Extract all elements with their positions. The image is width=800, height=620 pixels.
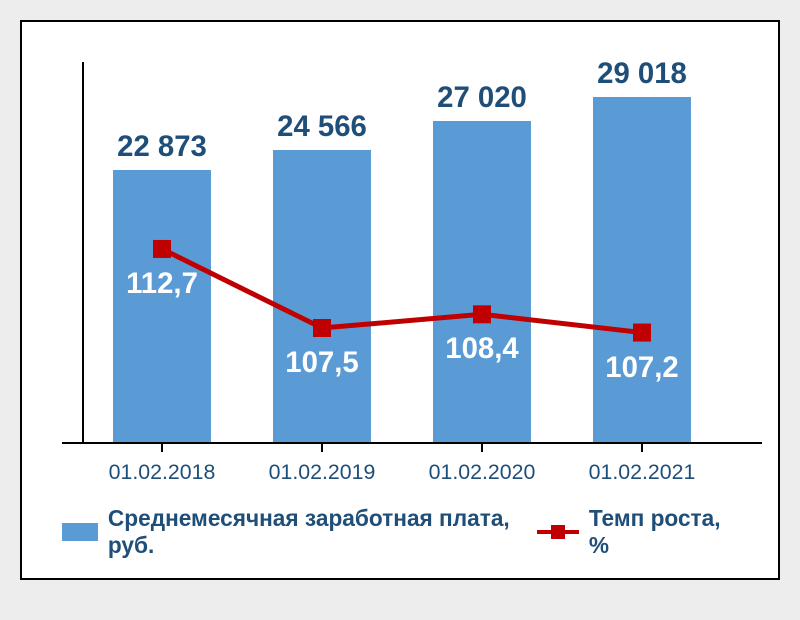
x-tick-label: 01.02.2020 <box>402 460 562 485</box>
chart-frame: 22 87324 56627 02029 018 112,7107,5108,4… <box>20 20 780 580</box>
line-value-label: 107,5 <box>242 346 402 380</box>
line-marker <box>473 305 491 323</box>
x-tick-label: 01.02.2019 <box>242 460 402 485</box>
legend: Среднемесячная заработная плата, руб. Те… <box>62 512 738 552</box>
line-value-label: 112,7 <box>82 267 242 301</box>
legend-item-line: Темп роста, % <box>537 505 738 559</box>
x-tick-label: 01.02.2018 <box>82 460 242 485</box>
legend-line-swatch <box>537 522 579 542</box>
plot-area: 22 87324 56627 02029 018 112,7107,5108,4… <box>82 62 722 442</box>
legend-bar-label: Среднемесячная заработная плата, руб. <box>108 505 537 559</box>
line-marker <box>633 324 651 342</box>
x-tick-mark <box>481 442 483 452</box>
line-overlay <box>82 62 722 442</box>
legend-line-label: Темп роста, % <box>589 505 738 559</box>
x-axis-ticks: 01.02.201801.02.201901.02.202001.02.2021 <box>82 442 722 502</box>
x-tick-label: 01.02.2021 <box>562 460 722 485</box>
x-tick-mark <box>641 442 643 452</box>
x-tick-mark <box>161 442 163 452</box>
x-tick-mark <box>321 442 323 452</box>
line-marker <box>153 240 171 258</box>
line-marker <box>313 319 331 337</box>
legend-item-bar: Среднемесячная заработная плата, руб. <box>62 505 537 559</box>
line-value-label: 108,4 <box>402 332 562 366</box>
legend-bar-swatch <box>62 523 98 541</box>
line-value-label: 107,2 <box>562 351 722 385</box>
